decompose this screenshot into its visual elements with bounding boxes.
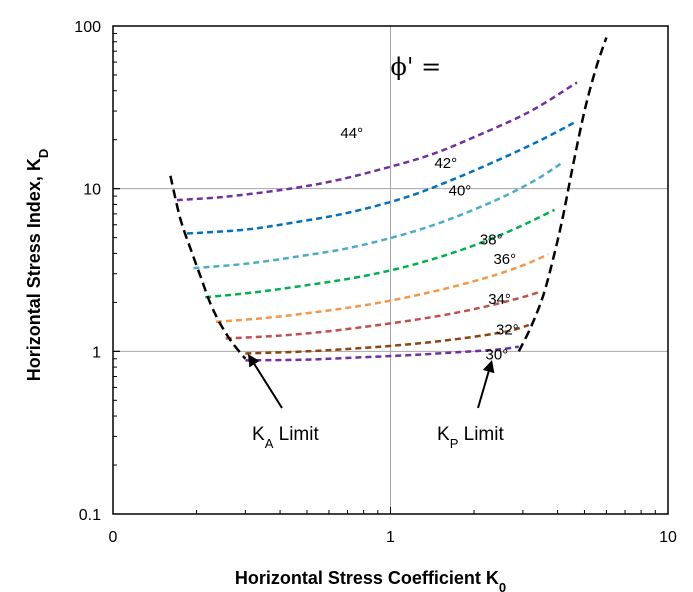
ka-limit-label-main: K <box>252 424 265 445</box>
kp-limit-label-sub: P <box>450 436 459 451</box>
series-label-phi-42: 42° <box>434 155 457 172</box>
ka-limit-arrowhead <box>248 354 260 368</box>
series-line-phi-36 <box>215 253 549 324</box>
series-label-phi-40: 40° <box>449 182 472 199</box>
x-tick-label: 10 <box>659 529 677 546</box>
series-lines <box>176 81 578 362</box>
y-axis-title-sub: D <box>36 149 51 158</box>
x-tick-label: 1 <box>386 529 395 546</box>
series-line-phi-34 <box>225 291 539 340</box>
series-line-phi-44 <box>176 81 578 202</box>
x-tick-label: 0 <box>109 529 118 546</box>
y-tick-label: 1 <box>92 344 101 361</box>
series-labels: 44° 42° 40° 38° 36° 34° 32° 30° <box>340 125 518 364</box>
series-label-phi-32: 32° <box>496 321 519 338</box>
series-line-phi-42 <box>187 121 575 235</box>
series-label-phi-30: 30° <box>486 347 509 364</box>
y-axis-title: Horizontal Stress Index, KD <box>24 149 51 381</box>
ka-limit-line <box>169 175 247 360</box>
x-axis-title-sub: 0 <box>499 580 506 592</box>
series-line-phi-30 <box>245 345 519 362</box>
kp-limit-label-main: K <box>437 424 450 445</box>
series-label-phi-44: 44° <box>340 125 363 142</box>
ka-limit-arrow <box>253 363 283 409</box>
series-line-phi-32 <box>245 323 530 355</box>
series-label-phi-36: 36° <box>493 251 516 268</box>
ka-limit-label-rest: Limit <box>273 424 319 445</box>
kp-limit-annotation: KP Limit <box>437 360 504 451</box>
y-tick-label: 10 <box>83 182 101 199</box>
series-line-phi-38 <box>205 208 556 299</box>
kp-limit-arrowhead <box>482 360 495 374</box>
kp-limit-label-rest: Limit <box>458 424 504 445</box>
kp-limit-label: KP Limit <box>437 424 504 451</box>
kp-limit-arrow <box>477 371 490 409</box>
series-label-phi-34: 34° <box>488 291 511 308</box>
kp-limit-line <box>517 37 608 352</box>
x-axis-title-main: Horizontal Stress Coefficient K <box>235 568 499 588</box>
tick-labels: 0 1 10 0.1 1 10 100 <box>74 19 677 546</box>
ka-limit-label: KA Limit <box>252 424 319 451</box>
y-tick-label: 0.1 <box>79 507 101 524</box>
phi-title: ϕ' = <box>391 53 442 81</box>
series-label-phi-38: 38° <box>480 231 503 248</box>
grid-lines <box>113 26 668 514</box>
limit-lines <box>169 37 608 360</box>
y-axis-title-main: Horizontal Stress Index, K <box>24 158 44 381</box>
ka-limit-label-sub: A <box>265 436 274 451</box>
series-line-phi-40 <box>193 162 562 270</box>
y-tick-label: 100 <box>74 19 101 36</box>
x-axis-title: Horizontal Stress Coefficient K0 <box>235 568 506 592</box>
ka-limit-annotation: KA Limit <box>248 354 319 451</box>
